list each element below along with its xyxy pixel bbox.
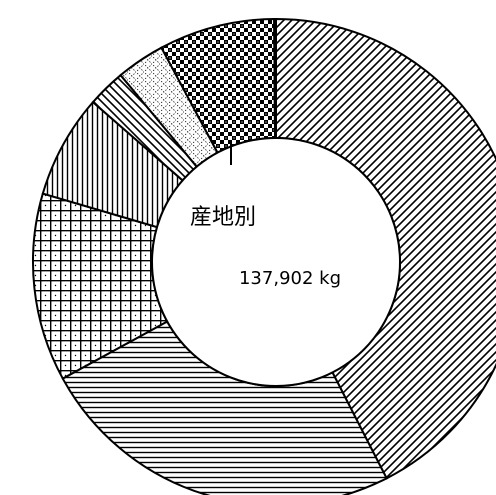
donut-slices	[32, 17, 496, 495]
center-title: 産地別	[190, 205, 256, 230]
slice-blank	[273, 17, 277, 140]
donut-hole	[151, 137, 401, 387]
center-total: 137,902 kg	[239, 268, 341, 289]
